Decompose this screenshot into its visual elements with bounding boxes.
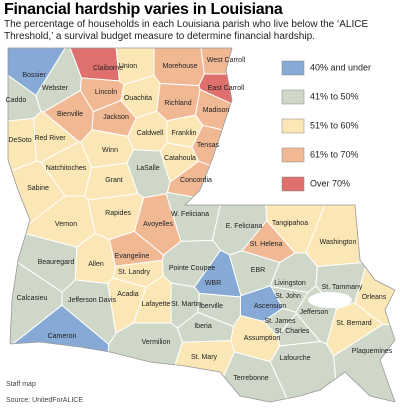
legend-label: 41% to 50% xyxy=(310,91,359,101)
parish-label: St. Mary xyxy=(191,354,218,361)
parish-label: Ouachita xyxy=(124,95,152,102)
parish-label: St. Helena xyxy=(250,241,283,248)
parish-label: DeSoto xyxy=(8,137,31,144)
parish-label: Lafourche xyxy=(279,355,310,362)
parish-label: LaSalle xyxy=(136,165,159,172)
parish-label: St. Charles xyxy=(275,328,310,335)
parish-label: Grant xyxy=(105,177,123,184)
parish xyxy=(103,322,183,402)
legend-label: 40% and under xyxy=(310,62,371,72)
parish-label: St. James xyxy=(264,318,296,325)
parish-label: Washington xyxy=(320,239,357,246)
parish-label: Lincoln xyxy=(95,89,117,96)
title: Financial hardship varies in Louisiana xyxy=(4,1,283,18)
parish-label: Jefferson xyxy=(300,309,329,316)
legend-swatch xyxy=(281,176,305,192)
state-outline xyxy=(7,47,396,403)
legend-label: 51% to 60% xyxy=(310,120,359,130)
parish-label: WBR xyxy=(205,280,221,287)
parish-label: Claiborne xyxy=(93,65,123,72)
parish-label: Caldwell xyxy=(137,130,164,137)
parish-label: Caddo xyxy=(6,97,27,104)
parish-label: Morehouse xyxy=(162,63,197,70)
parish xyxy=(269,340,340,402)
parish-label: Calcasieu xyxy=(17,295,48,302)
parish-label: Ascension xyxy=(254,303,286,310)
parish-label: Union xyxy=(119,63,137,70)
parish-label: Red River xyxy=(34,135,66,142)
parish xyxy=(326,302,384,357)
parish-label: Avoyelles xyxy=(143,221,173,228)
parish-label: Plaquemines xyxy=(352,348,393,355)
parish-label: St. Landry xyxy=(118,269,150,276)
parish-label: Catahoula xyxy=(164,155,196,162)
parish-label: Rapides xyxy=(105,210,131,217)
parish-label: Webster xyxy=(42,85,69,92)
parish-label: Jackson xyxy=(103,114,129,121)
parish-label: Richland xyxy=(164,100,191,107)
parish-label: Natchitoches xyxy=(46,165,87,172)
legend-label: 61% to 70% xyxy=(310,149,359,159)
parish-label: Beauregard xyxy=(38,259,75,266)
parish-label: Terrebonne xyxy=(233,375,269,382)
parish-label: Livingston xyxy=(274,280,306,287)
parish-label: Tensas xyxy=(197,142,220,149)
header: Financial hardship varies in Louisiana T… xyxy=(4,0,396,43)
lake xyxy=(308,292,352,308)
parish-label: Concordia xyxy=(180,177,212,184)
parish-label: Winn xyxy=(102,147,118,154)
legend: 40% and under 41% to 50% 51% to 60% 61% to … xyxy=(281,60,371,192)
parish-label: Iberville xyxy=(199,303,223,310)
parish-label: St. Martin xyxy=(171,301,201,308)
parish-label: Pointe Coupee xyxy=(169,265,215,272)
source: Source: UnitedForALICE xyxy=(6,397,83,404)
credit: Staff map xyxy=(6,381,36,388)
legend-swatch xyxy=(281,118,305,134)
parish-label: Franklin xyxy=(172,130,197,137)
parish-label: Vermilion xyxy=(142,339,171,346)
parish-label: West Carroll xyxy=(207,57,246,64)
parish-label: Tangipahoa xyxy=(272,220,308,227)
parish-label: Sabine xyxy=(27,185,49,192)
parish-label: Madison xyxy=(203,107,230,114)
legend-swatch xyxy=(281,60,305,76)
parish-label: W. Feliciana xyxy=(171,211,209,218)
parish-label: Assumption xyxy=(244,335,281,342)
parish-label: St. Tammany xyxy=(322,284,363,291)
parish-label: Bossier xyxy=(22,72,46,79)
parish-label: Vernon xyxy=(55,221,77,228)
parish-label: E. Feliciana xyxy=(226,223,263,230)
parish-label: Jefferson Davis xyxy=(68,297,117,304)
parish-label: Lafayette xyxy=(142,301,171,308)
parish-label: Allen xyxy=(88,261,104,268)
parish-label: East Carroll xyxy=(208,85,245,92)
parish-label: Iberia xyxy=(194,323,212,330)
subtitle: The percentage of households in each Lou… xyxy=(4,19,369,42)
parish-label: St. John xyxy=(275,293,301,300)
parish-label: St. Bernard xyxy=(336,320,372,327)
legend-label: Over 70% xyxy=(310,178,350,188)
parish-label: EBR xyxy=(251,267,265,274)
legend-swatch xyxy=(281,89,305,105)
parish-label: Evangeline xyxy=(115,253,150,260)
legend-swatch xyxy=(281,147,305,163)
parish-label: Acadia xyxy=(117,291,139,298)
parish-label: Cameron xyxy=(48,333,77,340)
parish-label: Orleans xyxy=(362,294,387,301)
parish-label: Bienville xyxy=(57,111,83,118)
